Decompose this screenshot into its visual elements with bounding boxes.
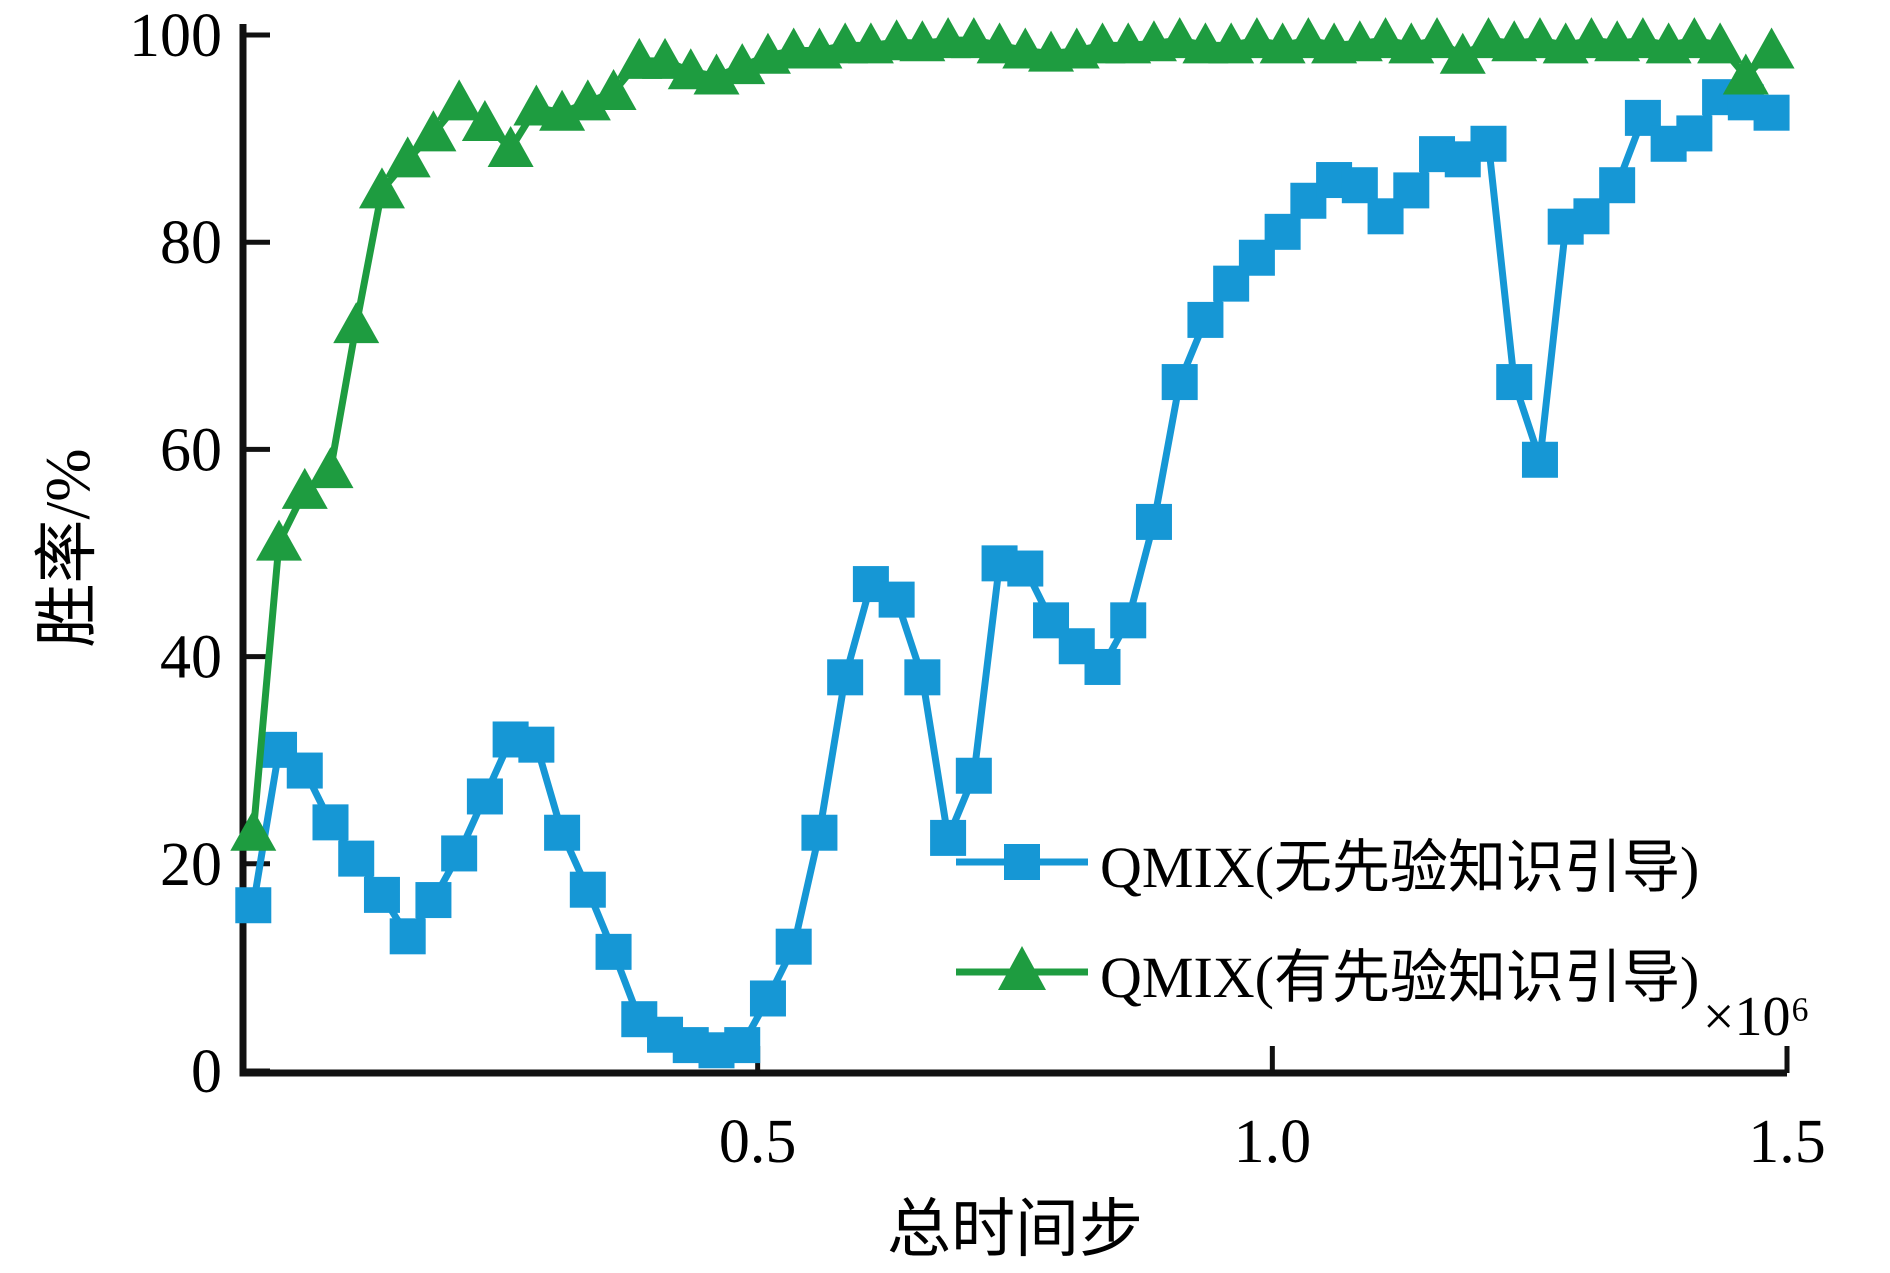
triangle-marker-icon: [487, 125, 534, 167]
triangle-marker-icon: [436, 79, 483, 121]
square-marker-icon: [363, 876, 400, 913]
square-marker-icon: [724, 1027, 761, 1064]
triangle-marker-icon: [956, 946, 1088, 990]
y-tick-label: 40: [160, 624, 222, 692]
square-marker-icon: [1007, 550, 1044, 587]
legend-label: QMIX(有先验知识引导): [1100, 945, 1700, 1010]
triangle-marker-icon: [281, 467, 328, 509]
square-marker-icon: [956, 844, 1088, 880]
square-marker-icon: [1264, 213, 1301, 250]
square-marker-icon: [1187, 301, 1224, 338]
y-tick-label: 80: [160, 209, 222, 277]
square-marker-icon: [544, 814, 581, 851]
square-marker-icon: [1341, 167, 1378, 204]
square-marker-icon: [1084, 648, 1121, 685]
triangle-marker-icon: [410, 110, 457, 152]
square-marker-icon: [775, 928, 812, 965]
square-marker-icon: [878, 581, 915, 618]
square-marker-icon: [518, 726, 555, 763]
triangle-marker-icon: [1722, 53, 1769, 95]
square-marker-icon: [1573, 198, 1610, 235]
triangle-marker-icon: [1439, 32, 1486, 74]
triangle-marker-icon: [1414, 17, 1461, 59]
x-tick-label: 0.5: [719, 1108, 797, 1176]
x-tick-label: 1.0: [1234, 1108, 1312, 1176]
triangle-marker-icon: [564, 79, 611, 121]
legend-label: QMIX(无先验知识引导): [1100, 835, 1700, 900]
square-marker-icon: [955, 757, 992, 794]
square-marker-icon: [595, 933, 632, 970]
y-tick-label: 0: [191, 1038, 222, 1106]
square-marker-icon: [569, 871, 606, 908]
square-marker-icon: [415, 882, 452, 919]
triangle-marker-icon: [590, 68, 637, 110]
x-axis-title: 总时间步: [887, 1194, 1143, 1265]
y-axis-title: 胜率/%: [32, 448, 103, 648]
triangle-marker-icon: [358, 167, 405, 209]
triangle-marker-icon: [539, 89, 586, 131]
square-marker-icon: [1599, 167, 1636, 204]
square-marker-icon: [827, 659, 864, 696]
square-marker-icon: [235, 887, 272, 924]
triangle-marker-icon: [333, 302, 380, 344]
y-tick-label: 60: [160, 416, 222, 484]
x-axis-offset-label: ×10⁶: [1702, 986, 1810, 1048]
square-marker-icon: [1161, 364, 1198, 401]
legend-item-qmix-with-prior: QMIX(有先验知识引导): [952, 932, 1699, 1012]
x-tick-label: 1.5: [1748, 1108, 1826, 1176]
triangle-marker-icon: [1697, 22, 1744, 64]
triangle-marker-icon: [256, 519, 303, 561]
triangle-marker-icon: [693, 53, 740, 95]
square-marker-icon: [801, 814, 838, 851]
square-marker-icon: [904, 659, 941, 696]
y-tick-label: 20: [160, 831, 222, 899]
square-marker-icon: [338, 840, 375, 877]
triangle-marker-icon: [642, 37, 689, 79]
square-marker-icon: [1135, 503, 1172, 540]
legend: QMIX(无先验知识引导) QMIX(有先验知识引导): [952, 822, 1699, 1042]
square-marker-icon: [1521, 441, 1558, 478]
square-marker-icon: [286, 752, 323, 789]
square-marker-icon: [312, 804, 349, 841]
square-marker-icon: [1753, 94, 1790, 131]
square-marker-icon: [466, 778, 503, 815]
y-tick-label: 100: [129, 2, 222, 70]
triangle-marker-icon: [230, 809, 277, 851]
triangle-marker-icon: [307, 447, 354, 489]
triangle-marker-icon: [461, 100, 508, 142]
square-marker-icon: [1470, 125, 1507, 162]
square-marker-icon: [1496, 364, 1533, 401]
square-marker-icon: [930, 819, 967, 856]
square-marker-icon: [1676, 115, 1713, 152]
triangle-marker-icon: [719, 43, 766, 85]
square-marker-icon: [1110, 602, 1147, 639]
square-marker-icon: [1393, 172, 1430, 209]
square-marker-icon: [441, 835, 478, 872]
square-marker-icon: [749, 980, 786, 1017]
triangle-marker-icon: [384, 136, 431, 178]
legend-item-qmix-no-prior: QMIX(无先验知识引导): [952, 822, 1699, 902]
triangle-marker-icon: [1748, 27, 1795, 69]
square-marker-icon: [389, 918, 426, 955]
